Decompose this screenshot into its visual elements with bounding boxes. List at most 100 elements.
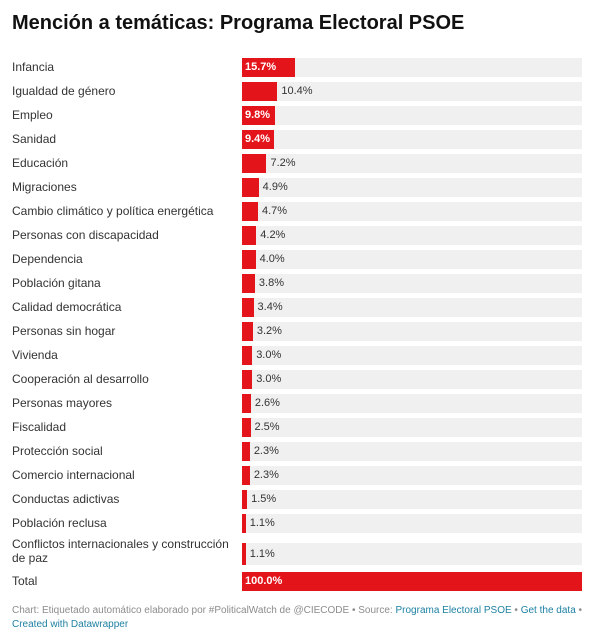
- value-label: 2.6%: [254, 396, 280, 409]
- bar-track: 15.7%: [242, 57, 582, 77]
- value-label: 2.5%: [254, 420, 280, 433]
- bar-track: 4.2%: [242, 225, 582, 245]
- bar-row: Personas sin hogar 3.2%: [0, 321, 597, 345]
- bar-track: 1.1%: [242, 543, 582, 565]
- bar-row: Vivienda 3.0%: [0, 345, 597, 369]
- category-label: Cooperación al desarrollo: [12, 371, 149, 386]
- bar-row: Conflictos internacionales y construcció…: [0, 537, 597, 571]
- category-label: Conductas adictivas: [12, 491, 120, 506]
- bar-track: 4.7%: [242, 201, 582, 221]
- value-label: 2.3%: [253, 468, 279, 481]
- bar: [242, 249, 256, 269]
- category-label: Migraciones: [12, 179, 77, 194]
- bar: [242, 543, 246, 565]
- bar: [242, 465, 250, 485]
- category-label: Empleo: [12, 107, 53, 122]
- bar: [242, 225, 257, 245]
- bar-row: Población reclusa 1.1%: [0, 513, 597, 537]
- bar-row: Igualdad de género 10.4%: [0, 81, 597, 105]
- bar-track: 3.8%: [242, 273, 582, 293]
- category-label: Personas sin hogar: [12, 323, 116, 338]
- value-label: 9.8%: [245, 108, 271, 121]
- bar: [242, 153, 267, 173]
- value-label: 7.2%: [270, 156, 296, 169]
- value-label: 15.7%: [245, 60, 277, 73]
- bar-row: Total 100.0%: [0, 571, 597, 595]
- footer-separator: •: [511, 605, 521, 616]
- bar-track: 3.4%: [242, 297, 582, 317]
- bar-track: 10.4%: [242, 81, 582, 101]
- value-label: 2.3%: [253, 444, 279, 457]
- category-label: Población reclusa: [12, 515, 107, 530]
- bar-row: Empleo 9.8%: [0, 105, 597, 129]
- value-label: 3.0%: [256, 372, 282, 385]
- bar-track: 3.0%: [242, 345, 582, 365]
- category-label: Educación: [12, 155, 69, 170]
- category-label: Fiscalidad: [12, 419, 67, 434]
- bar: [242, 417, 251, 437]
- bar-row: Personas mayores 2.6%: [0, 393, 597, 417]
- bar-row: Protección social 2.3%: [0, 441, 597, 465]
- bar-track: 2.3%: [242, 465, 582, 485]
- bar: [242, 321, 253, 341]
- chart-footer: Chart: Etiquetado automático elaborado p…: [12, 604, 587, 632]
- category-label: Comercio internacional: [12, 467, 135, 482]
- bar-track: 3.0%: [242, 369, 582, 389]
- bar-track: 100.0%: [242, 571, 582, 591]
- bar: [242, 273, 255, 293]
- created-with-datawrapper-link[interactable]: Created with Datawrapper: [12, 619, 129, 630]
- bar-row: Infancia 15.7%: [0, 57, 597, 81]
- bar-row: Cambio climático y política energética 4.…: [0, 201, 597, 225]
- category-label: Igualdad de género: [12, 83, 116, 98]
- value-label: 3.4%: [257, 300, 283, 313]
- bar: [242, 129, 274, 149]
- bar-track: 4.9%: [242, 177, 582, 197]
- category-label: Dependencia: [12, 251, 83, 266]
- get-the-data-link[interactable]: Get the data: [520, 605, 576, 616]
- category-label: Vivienda: [12, 347, 58, 362]
- category-label: Población gitana: [12, 275, 101, 290]
- category-label: Sanidad: [12, 131, 57, 146]
- category-label: Calidad democrática: [12, 299, 122, 314]
- bar: [242, 81, 278, 101]
- value-label: 9.4%: [245, 132, 271, 145]
- bar-row: Sanidad 9.4%: [0, 129, 597, 153]
- bar: [242, 393, 251, 413]
- value-label: 4.2%: [260, 228, 286, 241]
- bar: [242, 201, 258, 221]
- category-label: Personas mayores: [12, 395, 113, 410]
- bar-row: Conductas adictivas 1.5%: [0, 489, 597, 513]
- bar-row: Cooperación al desarrollo 3.0%: [0, 369, 597, 393]
- bar-row: Calidad democrática 3.4%: [0, 297, 597, 321]
- bar-track: 2.3%: [242, 441, 582, 461]
- bar: [242, 177, 259, 197]
- bar-track: 7.2%: [242, 153, 582, 173]
- value-label: 4.9%: [262, 180, 288, 193]
- bar-track: 3.2%: [242, 321, 582, 341]
- value-label: 1.1%: [249, 547, 275, 560]
- bar-row: Población gitana 3.8%: [0, 273, 597, 297]
- bar: [242, 57, 296, 77]
- footer-separator: •: [575, 605, 583, 616]
- value-label: 10.4%: [281, 84, 313, 97]
- category-label: Cambio climático y política energética: [12, 203, 214, 218]
- value-label: 4.0%: [259, 252, 285, 265]
- category-label: Conflictos internacionales y construcció…: [12, 537, 229, 565]
- category-label: Total: [12, 573, 38, 588]
- value-label: 3.2%: [256, 324, 282, 337]
- footer-credit: Chart: Etiquetado automático elaborado p…: [12, 605, 396, 616]
- value-label: 3.0%: [256, 348, 282, 361]
- category-label: Infancia: [12, 59, 55, 74]
- bar-track: 2.6%: [242, 393, 582, 413]
- category-label: Personas con discapacidad: [12, 227, 159, 242]
- value-label: 100.0%: [245, 574, 283, 587]
- value-label: 1.1%: [249, 516, 275, 529]
- source-link[interactable]: Programa Electoral PSOE: [395, 605, 512, 616]
- value-label: 4.7%: [261, 204, 288, 217]
- bar-track: 2.5%: [242, 417, 582, 437]
- bar: [242, 297, 254, 317]
- bar-track: 1.5%: [242, 489, 582, 509]
- bar-row: Fiscalidad 2.5%: [0, 417, 597, 441]
- bar-row: Educación 7.2%: [0, 153, 597, 177]
- bar: [242, 105, 276, 125]
